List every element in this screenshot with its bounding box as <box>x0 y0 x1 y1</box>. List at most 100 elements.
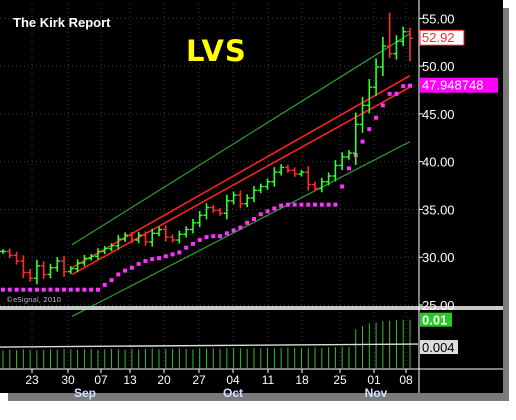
month-label: Oct <box>223 386 243 400</box>
sar-dot <box>326 202 331 207</box>
price-tick-label: 30.00 <box>422 250 455 265</box>
volume-panel <box>0 319 419 368</box>
sar-dot <box>123 268 128 273</box>
sar-dot <box>346 166 351 171</box>
volume-badge-box <box>420 340 458 355</box>
month-label: Sep <box>74 386 96 400</box>
brand-label: The Kirk Report <box>13 15 111 30</box>
price-badge-label: 47.948748 <box>422 78 483 93</box>
date-tick-label: 08 <box>399 373 413 387</box>
sar-dot <box>34 287 39 292</box>
value-badges: 52.92 47.948748 0.01 0.004 <box>419 29 498 355</box>
sar-dot <box>62 287 67 292</box>
sar-dot <box>95 287 100 292</box>
volume-badge-box <box>420 312 452 327</box>
sar-dot <box>292 202 297 207</box>
channel-channel_outer_upper <box>71 33 411 246</box>
price-tick-label: 25.00 <box>422 298 455 313</box>
sar-dot <box>340 184 345 189</box>
sar-dot <box>360 139 365 144</box>
sar-dot <box>401 84 406 89</box>
sar-dot <box>204 235 209 240</box>
sar-dot <box>387 91 392 96</box>
sar-dot <box>68 287 73 292</box>
sar-dot <box>245 220 250 225</box>
date-tick-label: 07 <box>94 373 108 387</box>
price-tick-label: 50.00 <box>422 59 455 74</box>
price-badge-box <box>420 77 498 93</box>
date-tick-label: 01 <box>367 373 381 387</box>
sar-dot <box>258 212 263 217</box>
sar-dot <box>75 287 80 292</box>
sar-dot <box>218 234 223 239</box>
channel-channel_inner_lower <box>71 86 411 276</box>
grid-lines <box>0 4 418 368</box>
sar-dot <box>238 225 243 230</box>
sar-dot <box>190 241 195 246</box>
sar-dot <box>197 238 202 243</box>
sar-dot <box>408 83 412 88</box>
date-tick-label: 30 <box>61 373 75 387</box>
drop-shadow-right <box>503 8 509 401</box>
sar-dot <box>299 202 304 207</box>
sar-dot <box>306 202 311 207</box>
date-tick-label: 20 <box>157 373 171 387</box>
sar-dot <box>170 252 175 257</box>
date-tick-label: 23 <box>25 373 39 387</box>
price-tick-label: 35.00 <box>422 202 455 217</box>
month-label: Nov <box>365 386 388 400</box>
sar-dot <box>89 287 94 292</box>
channel-channel_inner_upper <box>71 74 411 269</box>
sar-dot <box>150 257 155 262</box>
volume-badge-label: 0.004 <box>422 340 455 355</box>
sar-dot <box>211 234 216 239</box>
panel-separator <box>0 306 503 310</box>
sar-dot <box>82 287 87 292</box>
sar-dot <box>21 287 26 292</box>
volume-badge-label: 0.01 <box>422 313 447 328</box>
sar-dot <box>380 103 385 108</box>
price-tick-label: 55.00 <box>422 11 455 26</box>
sar-dot <box>14 287 19 292</box>
sar-dot <box>313 202 318 207</box>
sar-dot <box>143 259 148 264</box>
sar-dot <box>55 287 60 292</box>
sar-dot <box>231 228 236 233</box>
price-tick-label: 45.00 <box>422 107 455 122</box>
volume-average-line <box>0 343 419 348</box>
sar-dot <box>41 287 46 292</box>
date-tick-label: 18 <box>295 373 309 387</box>
sar-dot <box>102 282 107 287</box>
sar-dot <box>28 287 33 292</box>
price-badge-label: 52.92 <box>422 30 455 45</box>
sar-dot <box>109 278 114 283</box>
drop-shadow-bottom <box>8 393 509 401</box>
date-tick-label: 04 <box>226 373 240 387</box>
ticker-title: LVS <box>186 34 247 68</box>
sar-dot <box>333 202 338 207</box>
sar-dot <box>163 254 168 259</box>
sar-dot <box>374 115 379 120</box>
date-tick-label: 25 <box>333 373 347 387</box>
sar-dot <box>285 202 290 207</box>
sar-dot <box>48 287 53 292</box>
sar-dot <box>7 287 12 292</box>
sar-dot <box>177 250 182 255</box>
price-tick-label: 40.00 <box>422 155 455 170</box>
date-tick-label: 13 <box>123 373 137 387</box>
sar-dot <box>116 272 121 277</box>
sar-dot <box>272 206 277 211</box>
sar-dot <box>265 209 270 214</box>
sar-dot <box>367 127 372 132</box>
sar-dot <box>224 231 229 236</box>
sar-dot <box>157 256 162 261</box>
date-tick-label: 11 <box>262 373 275 387</box>
price-badge-border <box>419 29 465 46</box>
sar-dot <box>279 203 284 208</box>
date-tick-label: 27 <box>192 373 206 387</box>
watermark: ©eSignal, 2010 <box>6 296 62 304</box>
sar-dot <box>394 91 399 96</box>
sar-dot <box>1 287 5 292</box>
